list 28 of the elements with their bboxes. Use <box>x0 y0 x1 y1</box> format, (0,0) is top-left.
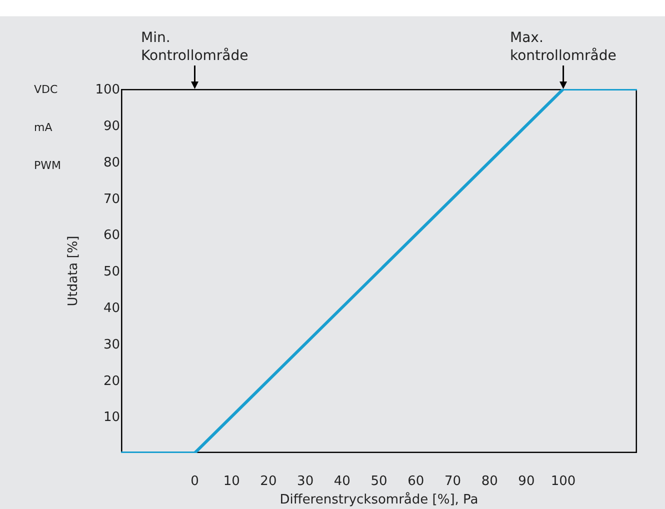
x-tick-label: 30 <box>297 474 314 489</box>
y-tick-label: 70 <box>103 192 120 207</box>
text: VDC <box>34 83 58 96</box>
x-tick-label: 60 <box>408 474 424 489</box>
x-tick-label: 90 <box>518 474 535 489</box>
y-tick-label: 30 <box>103 337 120 352</box>
text: Min. Kontrollområde <box>141 30 248 64</box>
text: mA <box>34 121 53 134</box>
y-tick-label: 90 <box>103 118 120 134</box>
x-tick-label: 0 <box>190 474 199 489</box>
y-tick-label: 40 <box>103 300 120 316</box>
y-tick-label: 20 <box>103 374 120 389</box>
y-tick-label: 100 <box>95 82 120 98</box>
x-tick-label: 10 <box>223 474 240 489</box>
x-tick-label: 20 <box>260 474 277 489</box>
y-tick-label: 80 <box>103 155 120 170</box>
x-tick-label: 80 <box>481 474 498 489</box>
annotation: Max. kontrollområde <box>510 30 616 64</box>
x-axis-title: Differenstrycksområde [%], Pa <box>280 492 478 508</box>
y-axis-title: Utdata [%] <box>66 236 82 306</box>
y-tick-label: 10 <box>103 410 120 426</box>
x-tick-label: 50 <box>370 474 388 489</box>
y-tick-label: 60 <box>103 228 120 244</box>
y-tick-label: 50 <box>103 264 120 280</box>
text: PWM <box>34 159 62 172</box>
x-tick-label: 40 <box>334 474 350 489</box>
x-tick-label: 70 <box>444 474 462 489</box>
x-tick-label: 100 <box>550 474 576 489</box>
